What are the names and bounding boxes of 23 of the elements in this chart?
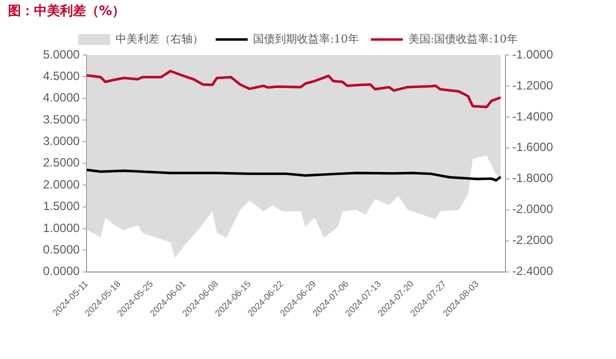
y2-tick-label: -2.0000 xyxy=(512,202,554,216)
y2-tick-label: -1.4000 xyxy=(512,109,554,124)
legend-label: 国债到期收益率:10年 xyxy=(253,32,359,46)
y-tick-label: 4.5000 xyxy=(43,68,80,83)
y2-tick-label: -2.2000 xyxy=(512,233,554,248)
legend-label: 美国:国债收益率:10年 xyxy=(408,32,518,46)
legend-label: 中美利差（右轴） xyxy=(116,32,204,46)
chart-title: 图：中美利差（%） xyxy=(8,2,126,20)
y-tick-label: 3.0000 xyxy=(43,134,80,148)
y-tick-label: 2.5000 xyxy=(43,156,80,170)
y-tick-label: 1.0000 xyxy=(43,220,80,235)
y-tick-label: 0.0000 xyxy=(43,264,80,278)
y2-tick-label: -1.0000 xyxy=(512,47,554,62)
y-tick-label: 2.0000 xyxy=(43,177,80,192)
y2-tick-label: -2.4000 xyxy=(512,264,554,278)
y-tick-label: 4.0000 xyxy=(43,90,80,105)
y-tick-label: 0.5000 xyxy=(43,242,80,256)
y2-tick-label: -1.6000 xyxy=(512,140,554,154)
y-tick-label: 1.5000 xyxy=(43,199,80,214)
y2-tick-label: -1.2000 xyxy=(512,78,554,92)
y-tick-label: 3.5000 xyxy=(43,112,80,126)
y2-tick-label: -1.8000 xyxy=(512,171,554,186)
y-tick-label: 5.0000 xyxy=(43,47,80,62)
